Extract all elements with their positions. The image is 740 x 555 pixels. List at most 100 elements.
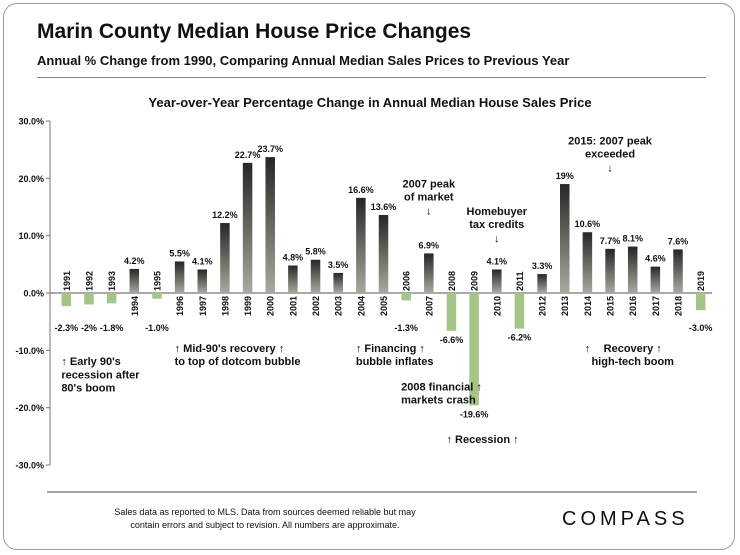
bar-2016 xyxy=(627,246,638,293)
data-label: 12.2% xyxy=(212,210,238,220)
x-tick-label: 2006 xyxy=(402,271,412,291)
axis-layer: 30.0% 20.0% 10.0% 0.0% -10.0% -20.0% -30.0% xyxy=(15,117,712,493)
bar-1996 xyxy=(174,261,185,293)
x-tick-label: 2002 xyxy=(311,296,321,316)
bar-1999 xyxy=(242,162,253,293)
chart-annotation: bubble inflates xyxy=(356,356,434,368)
data-label: -1.3% xyxy=(394,323,418,333)
data-label: 7.7% xyxy=(600,236,621,246)
chart-annotation: ↓ xyxy=(607,162,613,174)
data-label: -3.0% xyxy=(689,323,713,333)
x-tick-label: 1993 xyxy=(107,271,117,291)
x-tick-label: 2001 xyxy=(288,296,298,316)
x-tick-label: 2003 xyxy=(334,296,344,316)
y-tick-label: -30.0% xyxy=(15,461,44,471)
compass-logo: COMPASS xyxy=(562,508,689,530)
bar-1994 xyxy=(129,268,140,293)
x-tick-label: 1994 xyxy=(130,296,140,316)
x-tick-label: 2017 xyxy=(651,296,661,316)
data-label: 10.6% xyxy=(575,219,601,229)
data-label: 4.6% xyxy=(645,254,666,264)
bar-2019 xyxy=(695,293,706,311)
chart-annotation: recession after xyxy=(61,369,140,381)
header-divider xyxy=(37,77,706,78)
data-label: 22.7% xyxy=(235,150,261,160)
x-tick-label: 2019 xyxy=(696,271,706,291)
data-labels-layer: 1991 -2.3% 1992 -2% 1993 -1.8% 1994 4.2% 1995 -1.… xyxy=(55,144,713,419)
x-tick-label: 2010 xyxy=(492,296,502,316)
chart-annotation: to top of dotcom bubble xyxy=(175,356,301,368)
bar-2005 xyxy=(378,215,389,293)
bar-2002 xyxy=(310,259,321,293)
chart-annotation: 2008 financial ↑ xyxy=(401,381,482,393)
bar-2008 xyxy=(446,293,457,331)
bar-1993 xyxy=(106,293,117,304)
data-label: 23.7% xyxy=(257,144,283,154)
data-label: 4.8% xyxy=(283,252,304,262)
data-label: -1.8% xyxy=(100,323,124,333)
chart-annotation: of market xyxy=(404,192,454,204)
bar-2007 xyxy=(424,253,434,293)
chart-annotation: 80's boom xyxy=(61,383,115,395)
bar-2006 xyxy=(401,293,411,301)
bar-2001 xyxy=(288,265,298,293)
y-tick-label: 0.0% xyxy=(23,289,44,299)
x-tick-label: 2014 xyxy=(583,296,593,316)
bar-2014 xyxy=(582,232,593,293)
data-label: -6.6% xyxy=(440,335,464,345)
x-tick-label: 1999 xyxy=(243,296,253,316)
x-tick-label: 2005 xyxy=(379,296,389,316)
x-tick-label: 1998 xyxy=(220,296,230,316)
footnote-line-1: Sales data as reported to MLS. Data from… xyxy=(114,507,416,517)
data-label: 16.6% xyxy=(348,185,374,195)
bar-2012 xyxy=(537,274,547,293)
x-tick-label: 1992 xyxy=(84,271,94,291)
x-tick-label: 1997 xyxy=(198,296,208,316)
x-tick-label: 2011 xyxy=(515,271,525,291)
data-label: 6.9% xyxy=(419,240,440,250)
chart-annotation: ↑ Financing ↑ xyxy=(356,343,425,355)
x-tick-label: 2013 xyxy=(560,296,570,316)
bar-1995 xyxy=(152,293,162,299)
bar-1991 xyxy=(61,293,72,307)
chart-annotation: 2015: 2007 peak xyxy=(568,136,653,148)
data-label: 5.8% xyxy=(305,247,326,257)
bar-2004 xyxy=(356,197,366,293)
chart-annotation: ↑ Early 90's xyxy=(61,356,121,368)
data-label: 19% xyxy=(556,171,574,181)
data-label: 13.6% xyxy=(371,202,397,212)
x-tick-label: 1995 xyxy=(152,271,162,291)
y-tick-label: 30.0% xyxy=(18,117,44,127)
data-label: 4.1% xyxy=(487,256,508,266)
y-tick-label: -20.0% xyxy=(15,403,44,413)
x-tick-label: 1991 xyxy=(62,271,72,291)
chart-annotation: ↑ xyxy=(585,343,591,355)
data-label: -1.0% xyxy=(145,323,169,333)
data-label: -2% xyxy=(81,323,97,333)
x-tick-label: 2004 xyxy=(356,296,366,316)
bar-2010 xyxy=(492,269,502,293)
data-label: 3.3% xyxy=(532,261,553,271)
page-subtitle: Annual % Change from 1990, Comparing Ann… xyxy=(37,53,570,68)
chart-annotation: 2007 peak xyxy=(403,179,456,191)
chart-annotation: ↑ Recession ↑ xyxy=(446,434,518,446)
bar-1992 xyxy=(84,293,94,305)
y-tick-label: 10.0% xyxy=(18,231,44,241)
bar-2017 xyxy=(650,266,661,293)
data-label: 5.5% xyxy=(169,248,190,258)
page-title: Marin County Median House Price Changes xyxy=(37,20,472,43)
data-label: -2.3% xyxy=(55,323,79,333)
x-tick-label: 2016 xyxy=(628,296,638,316)
bars-layer xyxy=(61,157,706,406)
source-footnote: Sales data as reported to MLS. Data from… xyxy=(70,506,460,532)
footnote-line-2: contain errors and subject to revision. … xyxy=(130,520,400,530)
bar-2009 xyxy=(469,293,479,406)
bar-2003 xyxy=(333,272,343,293)
chart-annotation: ↑ Mid-90's recovery ↑ xyxy=(175,343,285,355)
chart-annotation: ↓ xyxy=(494,233,500,245)
x-tick-label: 2000 xyxy=(266,296,276,316)
chart-annotation: markets crash xyxy=(401,395,476,407)
chart-title: Year-over-Year Percentage Change in Annu… xyxy=(148,95,591,110)
x-tick-label: 2015 xyxy=(606,296,616,316)
